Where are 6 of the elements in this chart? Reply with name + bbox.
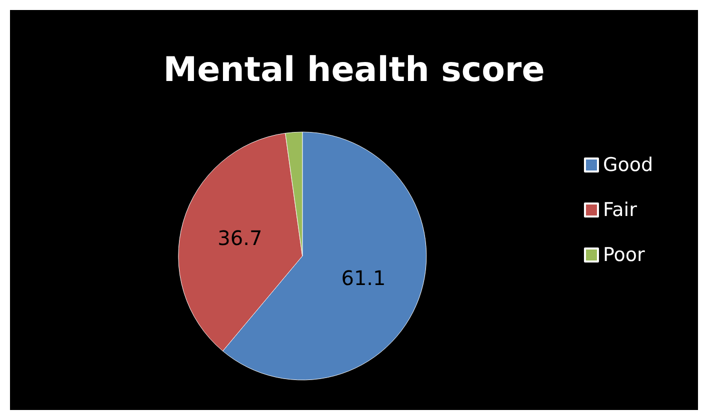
legend-label: Fair: [602, 199, 638, 221]
data-label: 61.1: [341, 266, 386, 290]
legend-label: Good: [602, 154, 654, 176]
data-label: 36.7: [218, 226, 262, 250]
chart-title: Mental health score: [163, 50, 545, 90]
legend-label: Poor: [602, 244, 645, 266]
